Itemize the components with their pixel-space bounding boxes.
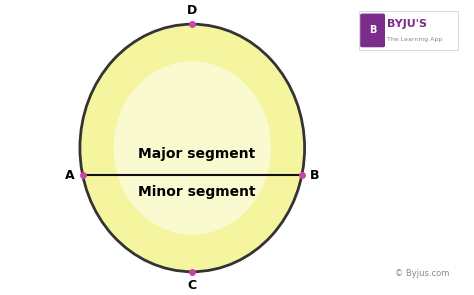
Ellipse shape — [114, 61, 271, 235]
FancyBboxPatch shape — [359, 11, 458, 50]
Text: Major segment: Major segment — [138, 147, 255, 161]
Text: A: A — [65, 169, 75, 182]
Text: D: D — [187, 4, 197, 17]
Text: C: C — [188, 279, 197, 292]
Text: B: B — [310, 169, 319, 182]
Ellipse shape — [80, 24, 305, 272]
Text: BYJU'S: BYJU'S — [387, 19, 427, 29]
FancyBboxPatch shape — [360, 14, 385, 47]
Text: B: B — [369, 25, 376, 35]
Text: © Byjus.com: © Byjus.com — [395, 268, 449, 278]
Text: Minor segment: Minor segment — [138, 185, 256, 199]
Text: The Learning App: The Learning App — [387, 37, 443, 42]
Ellipse shape — [147, 99, 237, 197]
